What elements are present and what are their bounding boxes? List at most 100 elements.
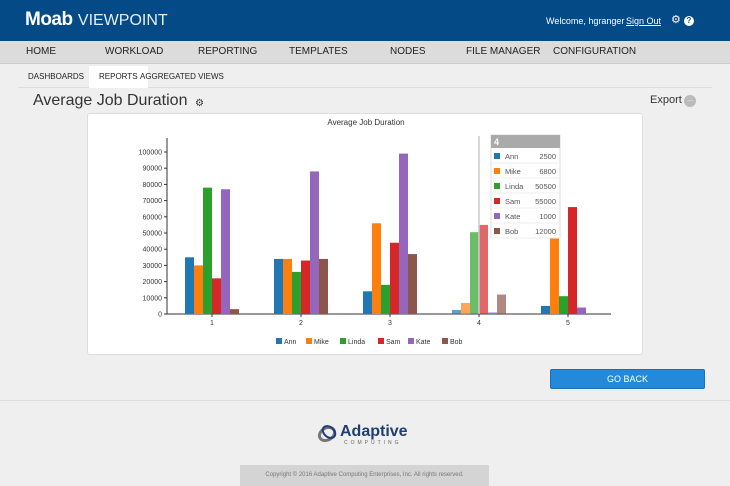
tab-dashboards[interactable]: DASHBOARDS [28, 72, 85, 81]
tooltip-swatch [494, 153, 500, 159]
nav-nodes[interactable]: NODES [390, 46, 426, 57]
legend-label-kate: Kate [416, 339, 431, 346]
x-tick-label: 1 [210, 320, 214, 327]
bar-kate-4 [488, 312, 497, 314]
tooltip-name: Bob [505, 227, 518, 236]
moab-logo[interactable]: Moab VIEWPOINT [25, 9, 168, 31]
y-tick-label: 60000 [143, 214, 163, 221]
main-nav: HOME WORKLOAD REPORTING TEMPLATES NODES … [0, 41, 730, 64]
divider [0, 400, 730, 401]
bar-kate-1 [221, 189, 230, 314]
y-tick-label: 100000 [139, 150, 162, 157]
bar-ann-3 [363, 291, 372, 314]
export-label[interactable]: Export [650, 94, 682, 106]
top-header: Moab VIEWPOINT Welcome, hgranger Sign Ou… [0, 0, 730, 41]
bar-linda-4 [470, 232, 479, 314]
y-tick-label: 0 [158, 312, 162, 319]
bar-ann-1 [185, 257, 194, 314]
tooltip-swatch [494, 183, 500, 189]
y-tick-label: 80000 [143, 182, 163, 189]
gear-icon[interactable]: ⚙ [671, 14, 681, 26]
tab-aggregated-views[interactable]: AGGREGATED VIEWS [140, 72, 224, 81]
brand-bold: Moab [25, 9, 73, 30]
bar-kate-2 [310, 171, 319, 314]
nav-configuration[interactable]: CONFIGURATION [553, 46, 637, 57]
settings-gear-icon[interactable]: ⚙ [195, 98, 204, 109]
x-tick-label: 4 [477, 320, 481, 327]
legend-label-linda: Linda [348, 339, 365, 346]
bar-ann-4 [452, 309, 461, 314]
tooltip-value: 55000 [535, 197, 556, 206]
tooltip-title: 4 [494, 137, 499, 147]
tooltip-name: Linda [505, 182, 524, 191]
bar-sam-3 [390, 242, 399, 314]
tab-reports[interactable]: REPORTS [89, 66, 148, 88]
chart-title: Average Job Duration [327, 118, 404, 127]
bar-linda-5 [559, 296, 568, 314]
bar-sam-1 [212, 278, 221, 314]
legend-label-ann: Ann [284, 339, 297, 346]
legend-swatch-sam [378, 338, 384, 344]
bar-ann-5 [541, 305, 550, 314]
legend-swatch-mike [306, 338, 312, 344]
tooltip-name: Ann [505, 152, 518, 161]
tooltip-value: 2500 [539, 152, 556, 161]
bar-chart: Average Job Duration 0 10000 20000 30000 4000… [139, 118, 611, 346]
tooltip-value: 1000 [539, 212, 556, 221]
page-title: Average Job Duration [33, 92, 188, 109]
bar-mike-2 [283, 258, 292, 314]
tooltip-value: 12000 [535, 227, 556, 236]
bar-mike-3 [372, 223, 381, 314]
welcome-text: Welcome, hgranger [546, 16, 625, 26]
legend-label-mike: Mike [314, 339, 329, 346]
y-tick-label: 40000 [143, 247, 163, 254]
bar-bob-2 [319, 258, 328, 314]
bar-bob-1 [230, 309, 239, 314]
y-tick-label: 30000 [143, 263, 163, 270]
bar-sam-2 [301, 260, 310, 314]
bar-sam-5 [568, 207, 577, 314]
nav-home[interactable]: HOME [26, 46, 56, 57]
y-tick-label: 10000 [143, 295, 163, 302]
tooltip-box [490, 134, 561, 239]
tooltip-name: Sam [505, 197, 520, 206]
legend-swatch-kate [408, 338, 414, 344]
legend-swatch-bob [442, 338, 448, 344]
legend-label-bob: Bob [450, 339, 463, 346]
copyright: Copyright © 2016 Adaptive Computing Ente… [240, 465, 489, 486]
tooltip-name: Mike [505, 167, 521, 176]
help-icon[interactable]: ? [684, 16, 694, 26]
chart-card: Average Job Duration 0 10000 20000 30000 4000… [87, 113, 643, 355]
export-button[interactable]: ... [684, 95, 696, 107]
go-back-button[interactable]: GO BACK [550, 369, 705, 389]
bar-bob-4 [497, 294, 506, 314]
nav-file-manager[interactable]: FILE MANAGER [466, 46, 541, 57]
y-tick-label: 20000 [143, 279, 163, 286]
legend-label-sam: Sam [386, 339, 401, 346]
bar-mike-1 [194, 265, 203, 314]
nav-templates[interactable]: TEMPLATES [289, 46, 348, 57]
tooltip-value: 50500 [535, 182, 556, 191]
tooltip-header [491, 135, 560, 148]
legend-swatch-ann [276, 338, 282, 344]
bar-linda-2 [292, 271, 301, 314]
nav-workload[interactable]: WORKLOAD [105, 46, 164, 57]
logo-sub: COMPUTING [344, 440, 402, 446]
x-tick-label: 3 [388, 320, 392, 327]
bar-mike-5 [550, 213, 559, 314]
logo-main: Adaptive [340, 423, 408, 440]
nav-reporting[interactable]: REPORTING [198, 46, 258, 57]
bar-mike-4 [461, 302, 470, 314]
sign-out-link[interactable]: Sign Out [626, 16, 662, 26]
bar-sam-4 [479, 224, 488, 314]
brand-light: VIEWPOINT [77, 12, 168, 29]
tooltip-swatch [494, 228, 500, 234]
tooltip-name: Kate [505, 212, 520, 221]
x-tick-label: 5 [566, 320, 570, 327]
bar-linda-1 [203, 187, 212, 314]
y-tick-label: 50000 [143, 231, 163, 238]
tooltip-value: 6800 [539, 167, 556, 176]
tooltip-swatch [494, 198, 500, 204]
bar-bob-3 [408, 254, 417, 314]
y-tick-label: 70000 [143, 198, 163, 205]
